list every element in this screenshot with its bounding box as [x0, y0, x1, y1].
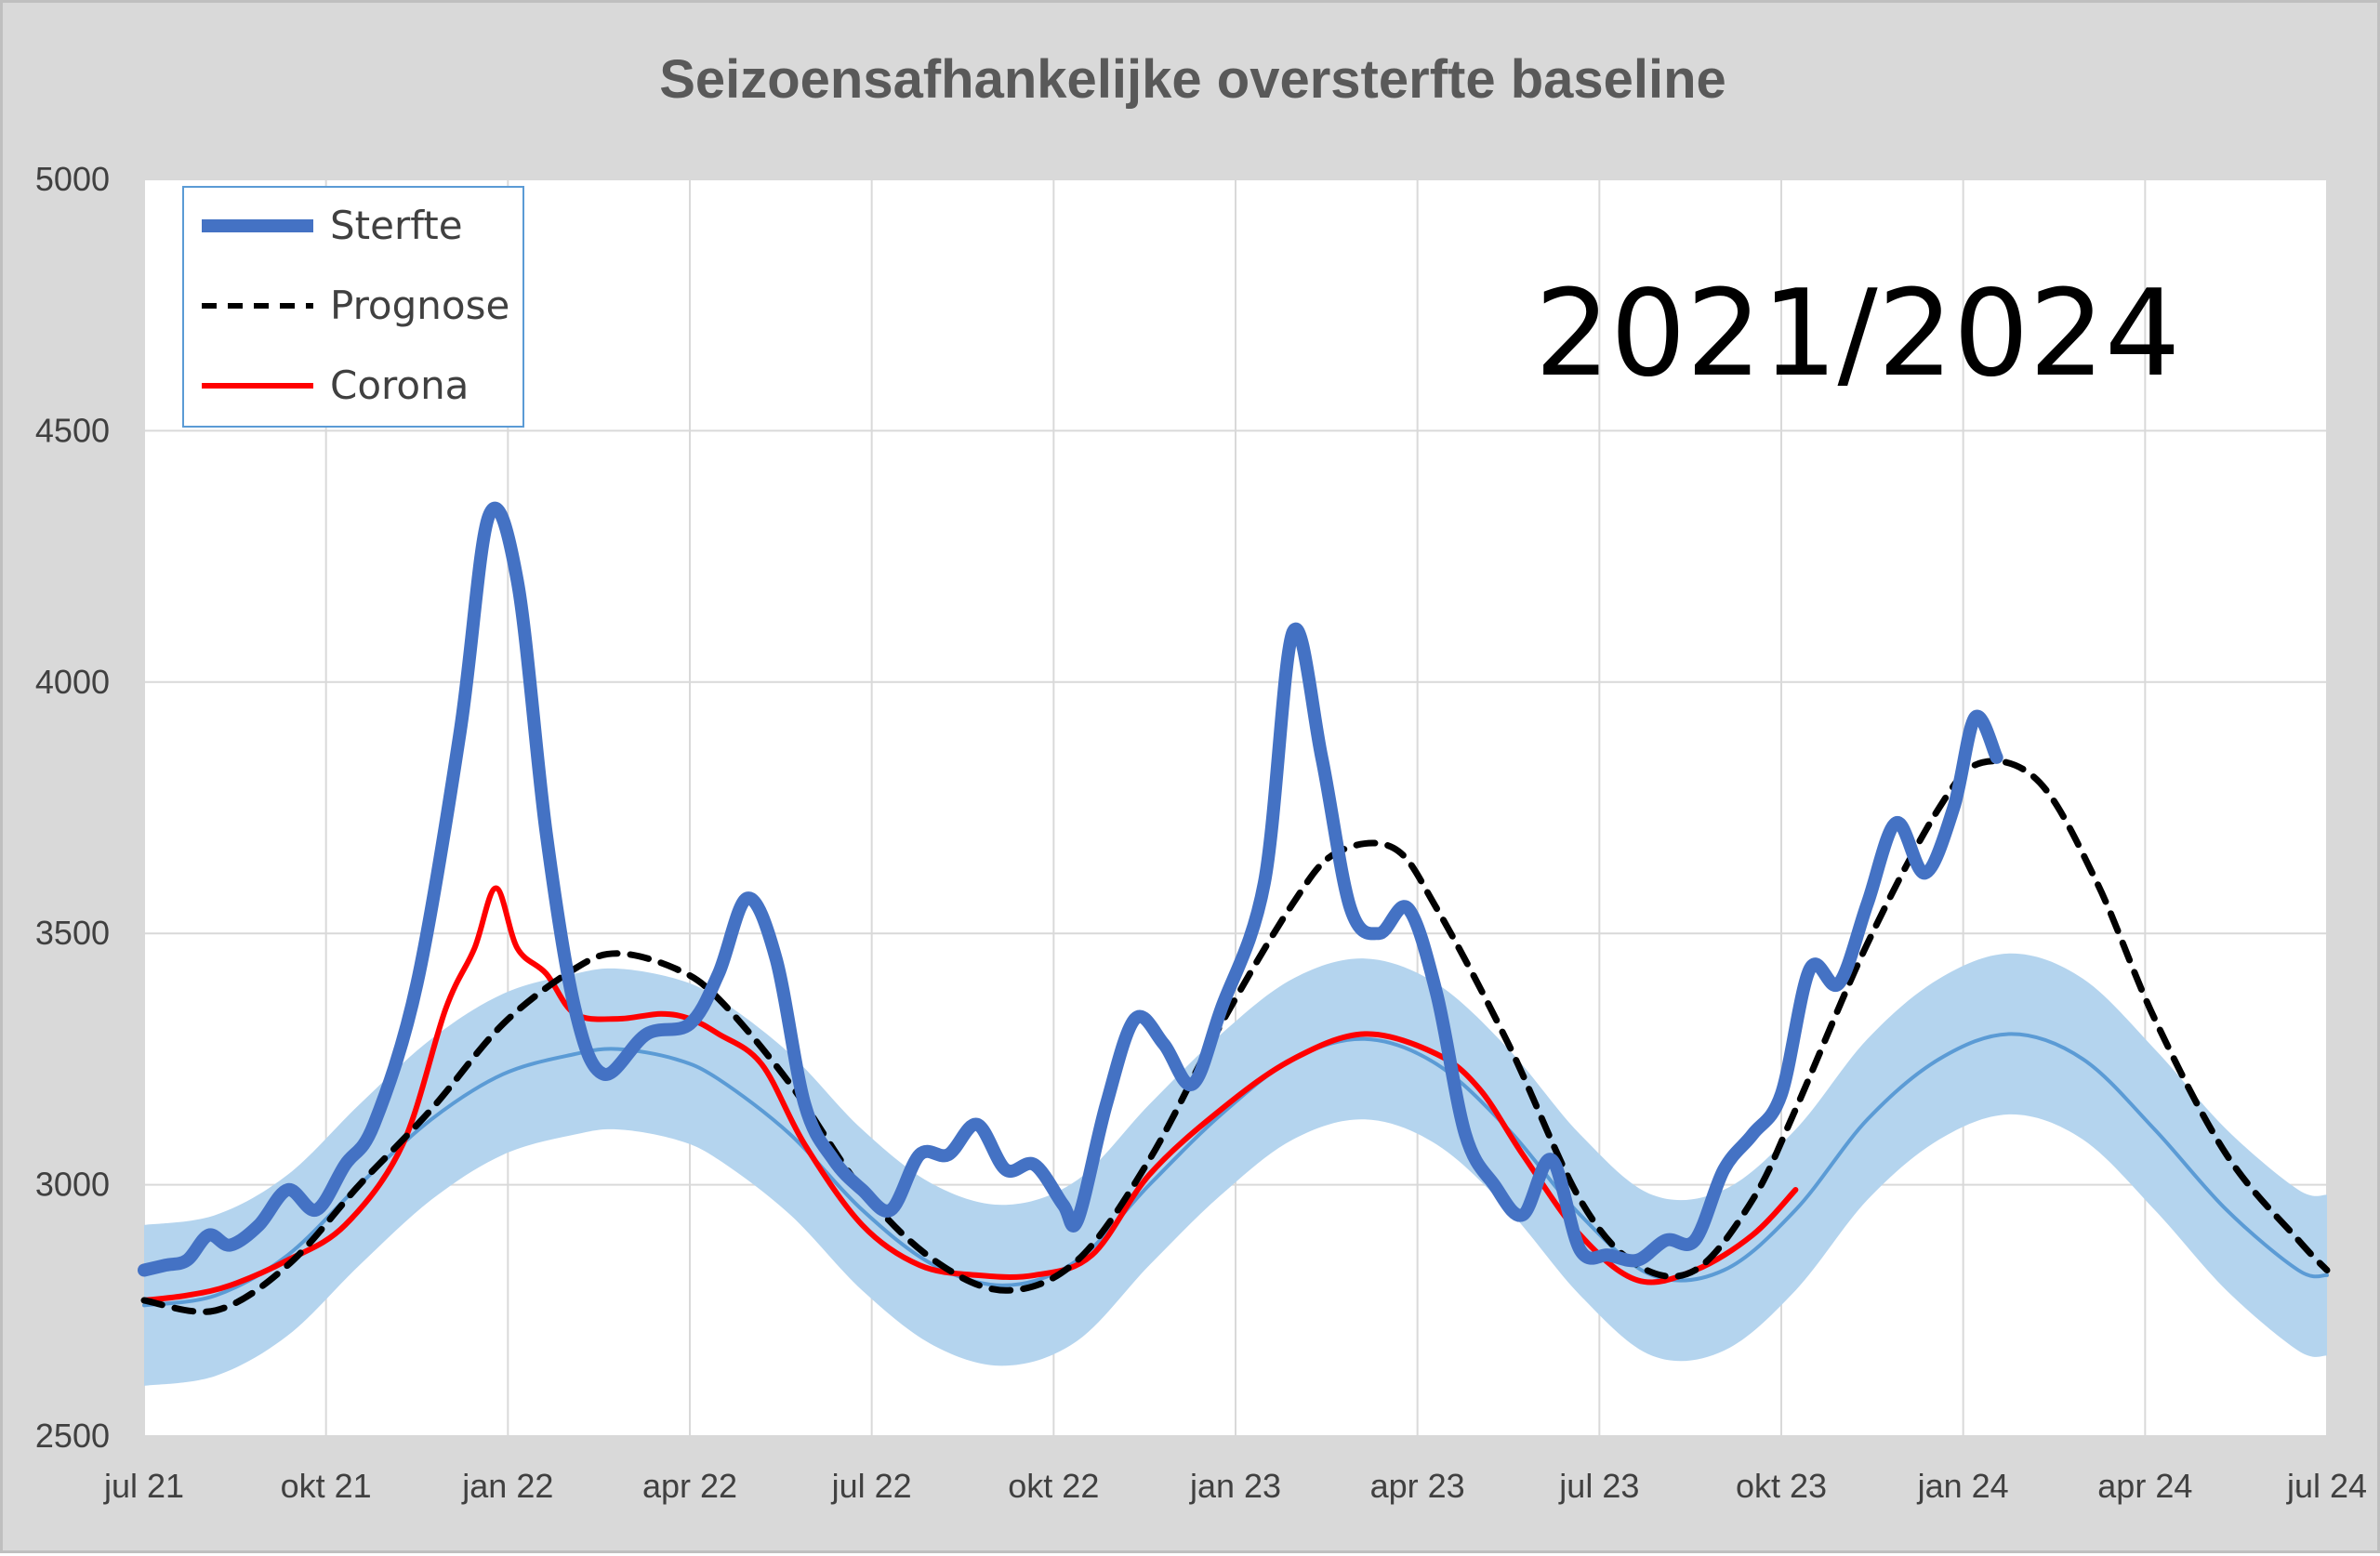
legend-label-prognose: Prognose [330, 283, 509, 328]
confidence-band [144, 953, 2327, 1386]
ticks-layer: 2500 3000 3500 4000 4500 5000 jul 21 okt 21 jan … [35, 160, 2367, 1505]
chart-svg: Seizoensafhankelijke oversterfte baselin… [35, 49, 2367, 1505]
legend-label-sterfte: Sterfte [330, 203, 463, 248]
x-tick-label: okt 21 [281, 1467, 372, 1505]
y-tick-label: 2500 [35, 1417, 110, 1455]
legend-label-corona: Corona [330, 363, 469, 408]
x-tick-label: okt 23 [1736, 1467, 1827, 1505]
confidence-band-layer [144, 953, 2327, 1386]
x-tick-label: jul 22 [831, 1467, 912, 1505]
corona-line [141, 885, 1799, 1303]
chart-title: Seizoensafhankelijke oversterfte baselin… [659, 49, 1726, 110]
x-tick-label: jan 22 [461, 1467, 553, 1505]
y-tick-label: 5000 [35, 160, 110, 198]
x-tick-label: jul 23 [1558, 1467, 1639, 1505]
x-tick-label: jul 24 [2286, 1467, 2367, 1505]
x-tick-label: apr 22 [642, 1467, 737, 1505]
sterfte-line [138, 501, 2003, 1277]
x-tick-label: jul 21 [103, 1467, 184, 1505]
y-tick-label: 4500 [35, 411, 110, 449]
legend: Sterfte Prognose Corona [182, 186, 524, 428]
y-tick-label: 4000 [35, 663, 110, 701]
x-tick-label: jan 23 [1189, 1467, 1281, 1505]
x-tick-label: apr 24 [2097, 1467, 2192, 1505]
x-tick-label: jan 24 [1917, 1467, 2009, 1505]
x-tick-label: apr 23 [1370, 1467, 1465, 1505]
x-tick-label: okt 22 [1008, 1467, 1099, 1505]
year-annotation: 2021/2024 [1535, 265, 2181, 403]
y-tick-label: 3500 [35, 914, 110, 952]
y-tick-label: 3000 [35, 1166, 110, 1204]
series-layer [138, 501, 2331, 1315]
